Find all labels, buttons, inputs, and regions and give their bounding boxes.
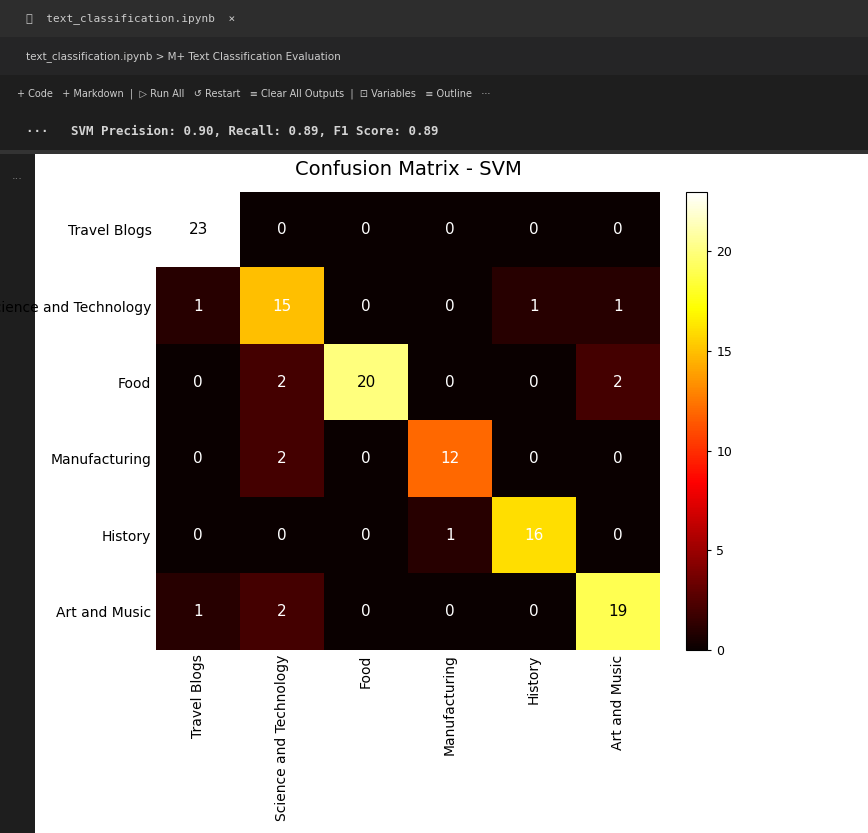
- Text: 0: 0: [529, 451, 539, 466]
- Text: 1: 1: [445, 527, 455, 543]
- Text: 0: 0: [613, 451, 622, 466]
- Text: 0: 0: [445, 222, 455, 237]
- Text: 0: 0: [529, 222, 539, 237]
- Text: 15: 15: [273, 298, 292, 314]
- Text: 1: 1: [613, 298, 622, 314]
- Text: 0: 0: [194, 451, 203, 466]
- Text: 0: 0: [361, 604, 371, 619]
- Text: 0: 0: [361, 298, 371, 314]
- Text: 0: 0: [613, 222, 622, 237]
- Text: 2: 2: [277, 604, 287, 619]
- Text: ···   SVM Precision: 0.90, Recall: 0.89, F1 Score: 0.89: ··· SVM Precision: 0.90, Recall: 0.89, F…: [26, 125, 438, 137]
- Text: 19: 19: [608, 604, 628, 619]
- Text: 23: 23: [188, 222, 207, 237]
- Text: ···: ···: [12, 174, 23, 184]
- Text: 0: 0: [194, 375, 203, 390]
- Text: 0: 0: [361, 451, 371, 466]
- Text: 0: 0: [445, 298, 455, 314]
- Text: 0: 0: [277, 222, 287, 237]
- Text: 2: 2: [613, 375, 622, 390]
- Text: 0: 0: [361, 222, 371, 237]
- Text: 0: 0: [529, 375, 539, 390]
- Text: + Code   + Markdown  |  ▷ Run All   ↺ Restart   ≡ Clear All Outputs  |  ⊡ Variab: + Code + Markdown | ▷ Run All ↺ Restart …: [17, 88, 490, 99]
- Text: 2: 2: [277, 451, 287, 466]
- Text: 16: 16: [524, 527, 543, 543]
- Text: ⟳  text_classification.ipynb  ×: ⟳ text_classification.ipynb ×: [26, 13, 235, 24]
- Text: 20: 20: [357, 375, 376, 390]
- Text: 0: 0: [277, 527, 287, 543]
- Text: 1: 1: [529, 298, 539, 314]
- Text: 0: 0: [529, 604, 539, 619]
- Text: 1: 1: [194, 604, 203, 619]
- Text: 0: 0: [361, 527, 371, 543]
- Text: 2: 2: [277, 375, 287, 390]
- Text: 0: 0: [445, 604, 455, 619]
- Title: Confusion Matrix - SVM: Confusion Matrix - SVM: [294, 160, 522, 179]
- Text: 1: 1: [194, 298, 203, 314]
- Text: 0: 0: [445, 375, 455, 390]
- Text: 12: 12: [440, 451, 459, 466]
- Text: 0: 0: [613, 527, 622, 543]
- Text: 0: 0: [194, 527, 203, 543]
- Text: text_classification.ipynb > M+ Text Classification Evaluation: text_classification.ipynb > M+ Text Clas…: [26, 51, 341, 62]
